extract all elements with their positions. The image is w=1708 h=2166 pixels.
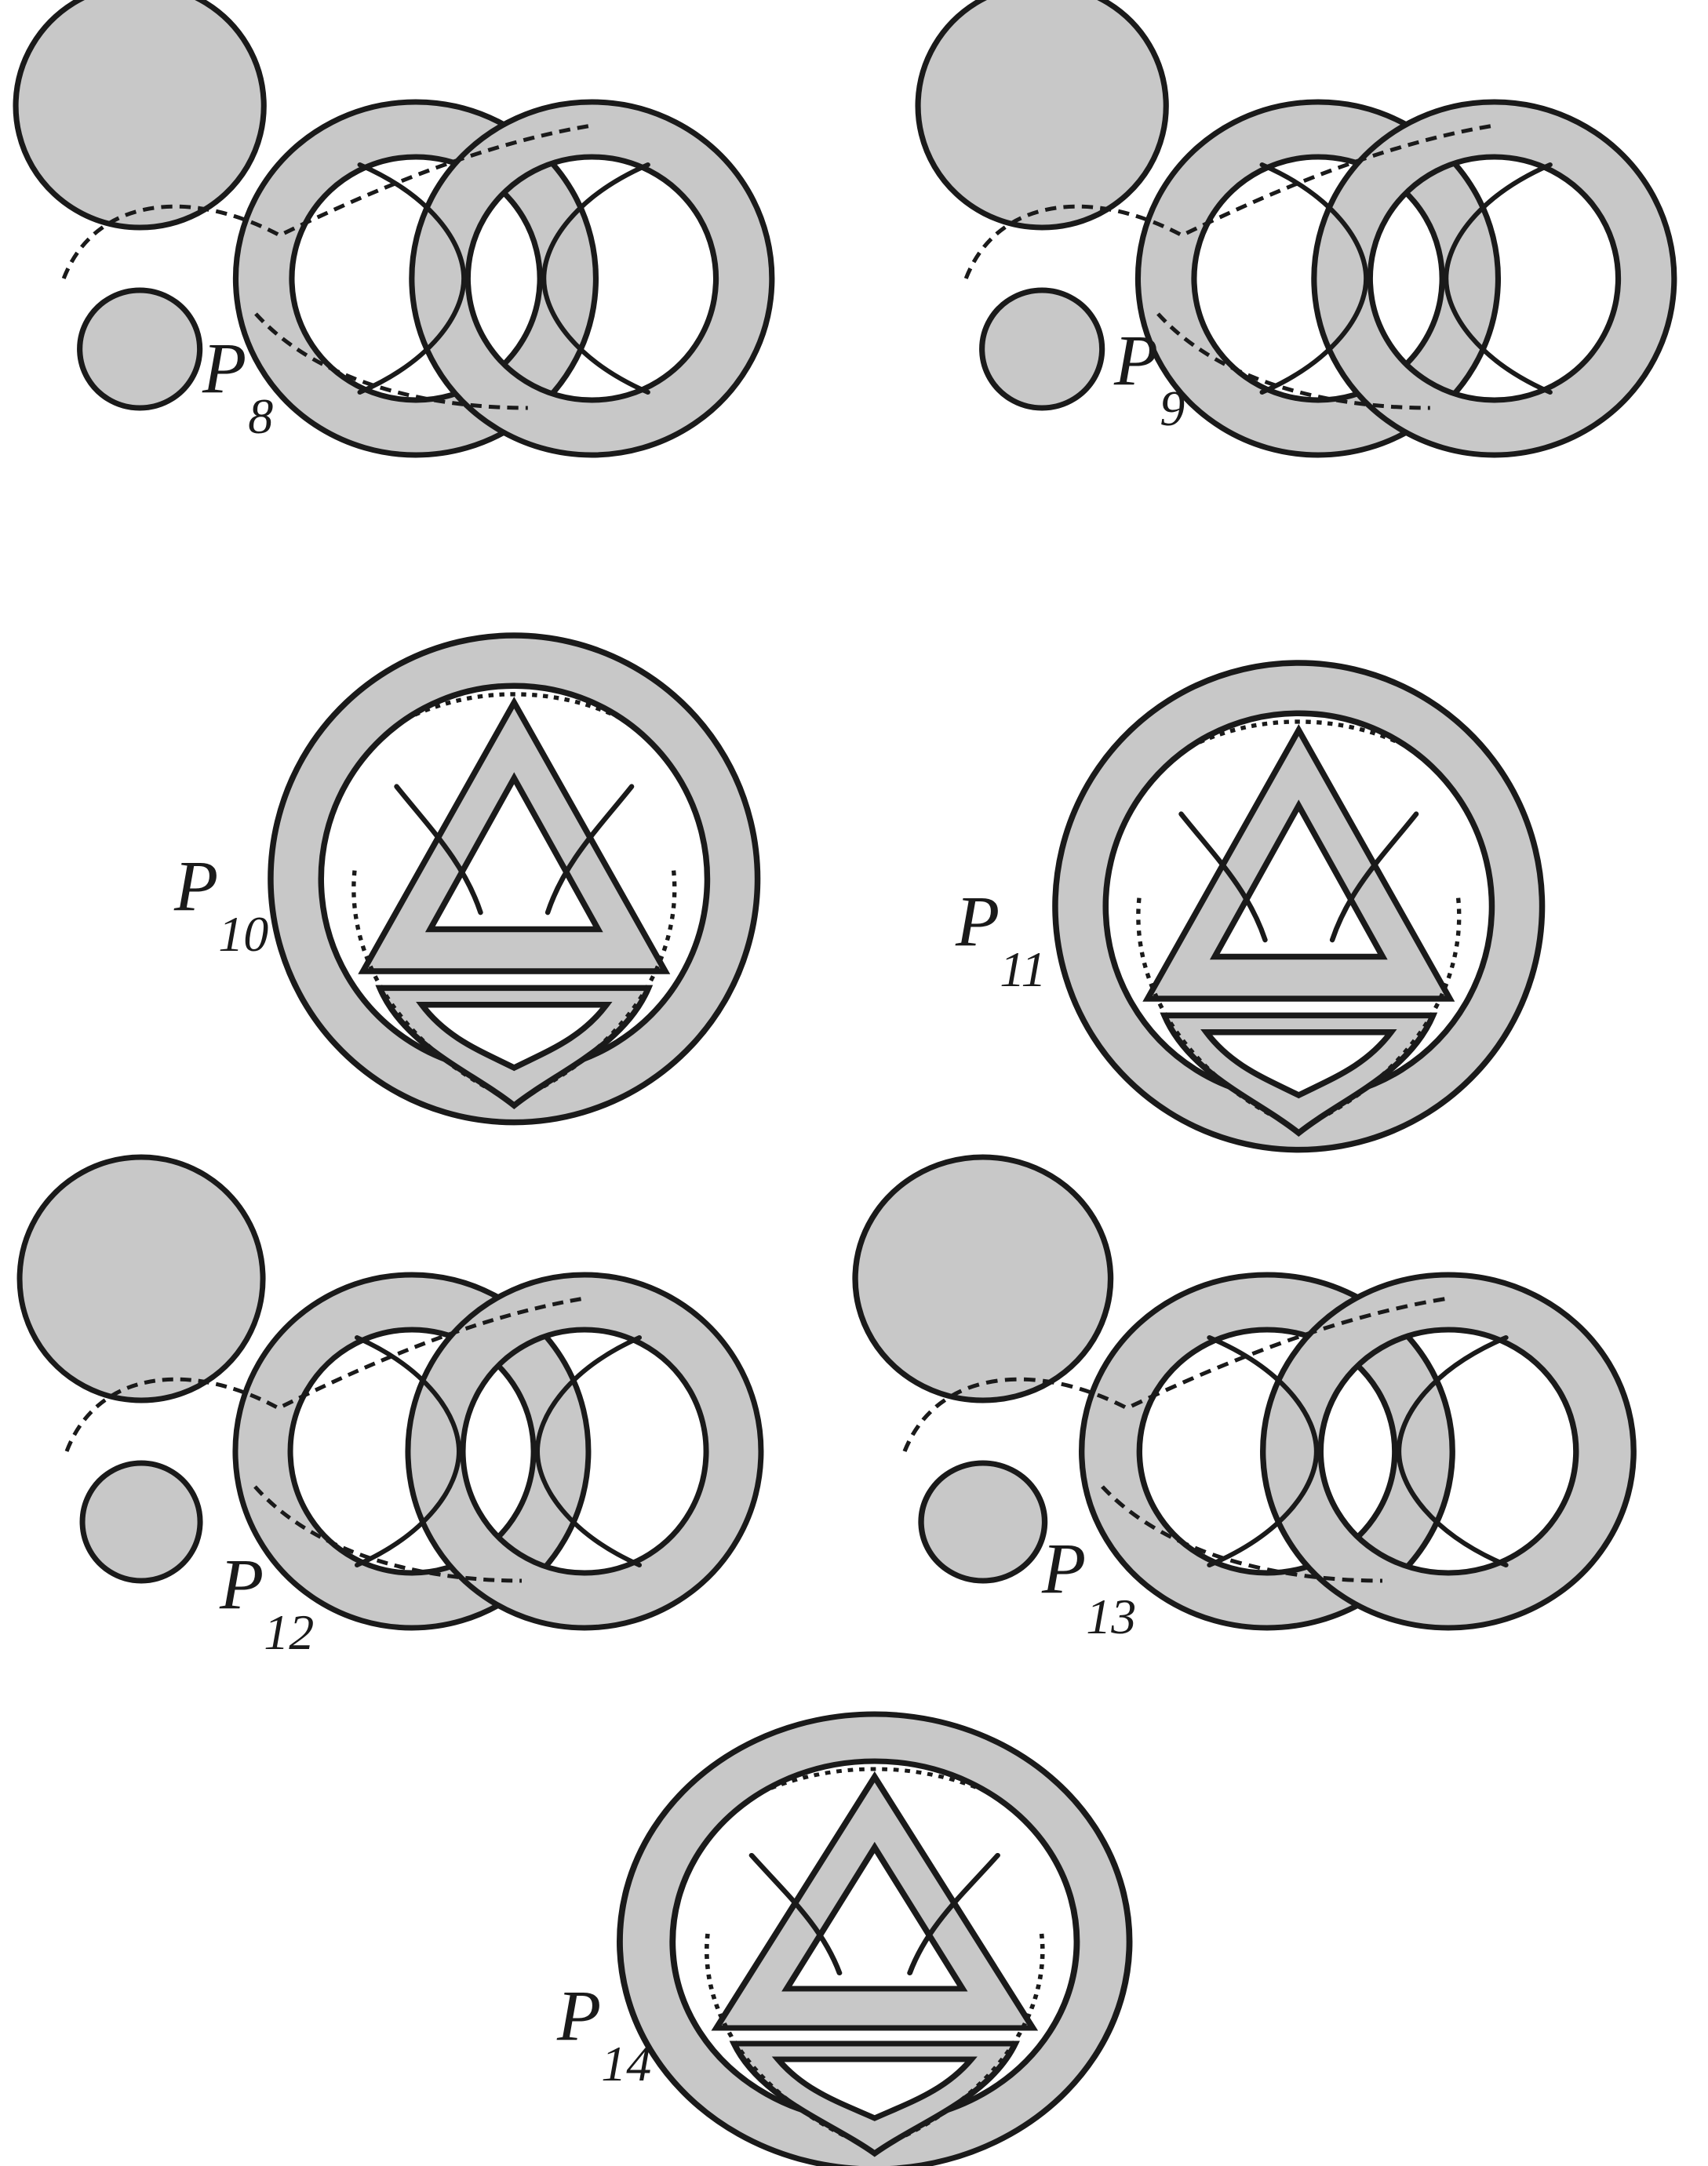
panel-p14 xyxy=(620,1714,1130,2166)
panel-p12 xyxy=(20,1157,761,1628)
panel-p9 xyxy=(918,0,1674,455)
label-p13: P13 xyxy=(1041,1528,1136,1644)
label-p8: P8 xyxy=(202,328,273,444)
panel-p13 xyxy=(855,1157,1633,1628)
label-p10: P10 xyxy=(173,846,268,962)
panel-p10 xyxy=(271,635,758,1123)
label-p14: P14 xyxy=(556,1975,651,2091)
panel-p8 xyxy=(16,0,772,455)
label-p11: P11 xyxy=(955,881,1046,997)
label-p9: P9 xyxy=(1113,320,1185,436)
panel-p11 xyxy=(1055,663,1542,1150)
label-p12: P12 xyxy=(219,1544,314,1660)
